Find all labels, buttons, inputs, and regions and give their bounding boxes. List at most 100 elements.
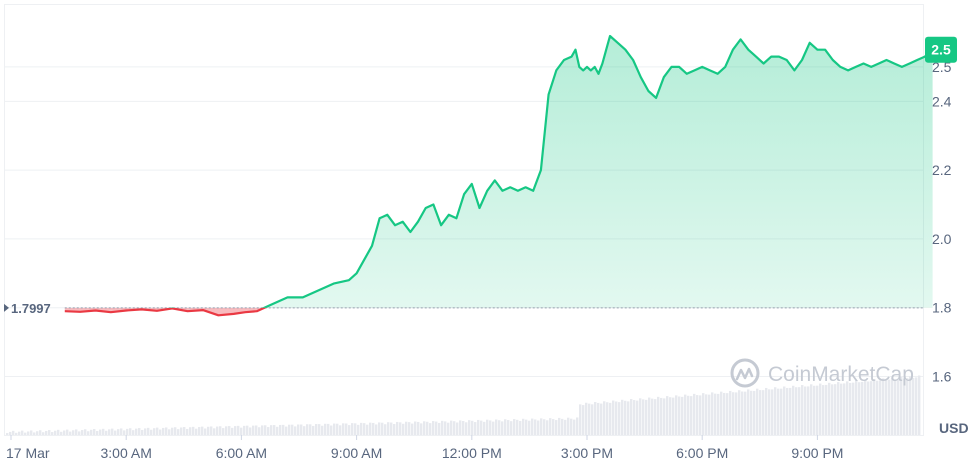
volume-bar bbox=[909, 376, 912, 435]
volume-bar bbox=[345, 423, 348, 435]
volume-bar bbox=[720, 391, 723, 435]
volume-bar bbox=[867, 381, 870, 435]
volume-bar bbox=[834, 384, 837, 435]
volume-bar bbox=[543, 419, 546, 435]
reference-arrow-icon bbox=[4, 303, 9, 312]
volume-bar bbox=[780, 388, 783, 435]
volume-bar bbox=[495, 419, 498, 435]
volume-bar bbox=[624, 400, 627, 435]
volume-bar bbox=[585, 402, 588, 435]
volume-bar bbox=[417, 421, 420, 435]
volume-bar bbox=[843, 383, 846, 435]
price-lines bbox=[64, 34, 934, 317]
volume-bar bbox=[15, 432, 18, 435]
volume-bar bbox=[480, 420, 483, 435]
y-tick-label: 2.4 bbox=[932, 93, 952, 109]
volume-bar bbox=[765, 387, 768, 435]
volume-bar bbox=[738, 390, 741, 435]
volume-bar bbox=[888, 379, 891, 435]
volume-bar bbox=[603, 401, 606, 435]
volume-bar bbox=[117, 429, 120, 435]
volume-bar bbox=[552, 419, 555, 435]
reference-price-label: 1.7997 bbox=[11, 301, 51, 316]
volume-bar bbox=[195, 428, 198, 435]
volume-bar bbox=[897, 378, 900, 435]
volume-bar bbox=[591, 404, 594, 435]
volume-bar bbox=[540, 418, 543, 435]
volume-bar bbox=[84, 429, 87, 435]
volume-bar bbox=[78, 431, 81, 435]
volume-bar bbox=[216, 426, 219, 435]
volume-bar bbox=[741, 391, 744, 435]
volume-bar bbox=[249, 427, 252, 435]
volume-bar bbox=[654, 399, 657, 435]
volume-bar bbox=[408, 422, 411, 435]
volume-bar bbox=[456, 422, 459, 435]
x-tick-label: 6:00 AM bbox=[216, 445, 267, 461]
volume-bar bbox=[360, 422, 363, 435]
volume-bar bbox=[771, 389, 774, 435]
volume-bar bbox=[732, 392, 735, 435]
volume-bar bbox=[882, 378, 885, 435]
current-price-label: 2.5 bbox=[931, 42, 951, 58]
x-tick-label: 9:00 AM bbox=[331, 445, 382, 461]
volume-bar bbox=[876, 380, 879, 435]
volume-bar bbox=[669, 397, 672, 435]
volume-bar bbox=[855, 380, 858, 435]
volume-bar bbox=[414, 421, 417, 435]
volume-bar bbox=[600, 403, 603, 435]
volume-bar bbox=[366, 424, 369, 435]
volume-bar bbox=[135, 428, 138, 435]
volume-bar bbox=[348, 425, 351, 435]
volume-bar bbox=[183, 427, 186, 435]
volume-bar bbox=[210, 426, 213, 435]
x-axis: 17 Mar 3:00 AM 6:00 AM 9:00 AM 12:00 PM 3:00 … bbox=[6, 435, 843, 461]
x-tick-label: 12:00 PM bbox=[442, 445, 502, 461]
volume-bar bbox=[813, 385, 816, 435]
volume-bar bbox=[567, 417, 570, 435]
volume-bar bbox=[633, 400, 636, 435]
volume-bar bbox=[177, 429, 180, 435]
volume-bar bbox=[237, 425, 240, 435]
currency-label: USD bbox=[939, 420, 969, 436]
volume-bar bbox=[393, 424, 396, 435]
volume-bar bbox=[723, 392, 726, 435]
current-price-badge: 2.5 bbox=[925, 36, 957, 63]
volume-bar bbox=[54, 430, 57, 435]
volume-bar bbox=[246, 425, 249, 435]
volume-bar bbox=[162, 427, 165, 435]
volume-bar bbox=[168, 429, 171, 435]
y-tick-label: 2.0 bbox=[932, 231, 952, 247]
volume-bar bbox=[513, 419, 516, 435]
volume-bar bbox=[900, 376, 903, 435]
volume-bar bbox=[321, 425, 324, 435]
volume-bar bbox=[384, 424, 387, 435]
volume-bar bbox=[129, 428, 132, 435]
volume-bar bbox=[672, 397, 675, 435]
volume-bar bbox=[105, 430, 108, 435]
volume-bar bbox=[102, 428, 105, 435]
volume-bar bbox=[375, 424, 378, 435]
volume-bar bbox=[201, 426, 204, 435]
volume-bar bbox=[351, 423, 354, 435]
volume-bar bbox=[396, 421, 399, 435]
volume-bar bbox=[492, 421, 495, 435]
volume-bar bbox=[579, 404, 582, 435]
volume-bar bbox=[861, 381, 864, 435]
volume-bar bbox=[681, 396, 684, 435]
volume-bar bbox=[9, 431, 12, 435]
volume-bar bbox=[831, 384, 834, 435]
volume-bar bbox=[240, 427, 243, 435]
volume-bar bbox=[93, 429, 96, 435]
volume-bar bbox=[783, 386, 786, 435]
volume-bar bbox=[753, 390, 756, 435]
volume-bar bbox=[687, 395, 690, 435]
volume-bar bbox=[879, 380, 882, 435]
volume-bar bbox=[702, 393, 705, 435]
volume-bar bbox=[222, 428, 225, 435]
volume-bar bbox=[510, 421, 513, 435]
volume-bar bbox=[267, 427, 270, 435]
volume-bar bbox=[660, 397, 663, 435]
volume-bar bbox=[498, 420, 501, 435]
volume-bar bbox=[282, 424, 285, 435]
